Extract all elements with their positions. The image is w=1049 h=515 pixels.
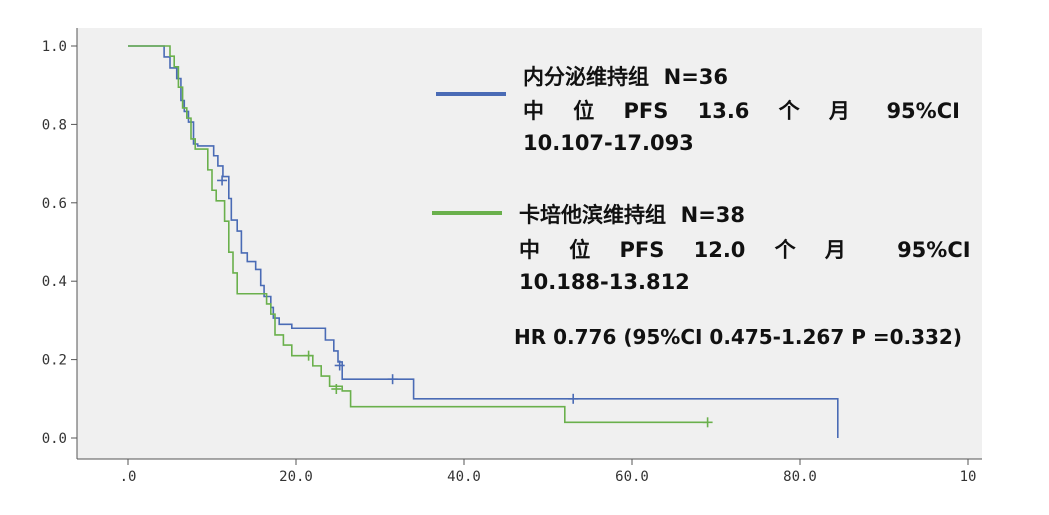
y-tick-label-5: 1.0 [42,39,67,55]
censor-mark-1-1 [217,175,228,186]
censor-mark-2-2 [331,384,342,394]
censor-mark-1-4 [568,393,579,404]
y-axis: 0.0 0.2 0.4 0.6 0.8 1.0 [42,28,78,459]
x-tick-label-0: .0 [120,469,137,485]
plot-background [77,28,982,459]
censor-mark-2-3 [702,417,713,428]
censor-mark-2-1 [303,350,314,361]
legend-2-line2: 中 位 PFS 12.0 个 月 95%CI [519,238,971,262]
y-tick-label-0: 0.0 [42,431,67,447]
x-tick-label-3: 60.0 [615,469,649,485]
legend-1-line3: 10.107-17.093 [523,131,694,155]
censor-mark-1-3 [387,374,398,385]
hr-annotation: HR 0.776 (95%CI 0.475-1.267 P =0.332) [514,325,962,349]
x-tick-label-2: 40.0 [447,469,481,485]
y-tick-label-3: 0.6 [42,196,67,212]
legend-2-line3: 10.188-13.812 [519,270,690,294]
y-tick-label-2: 0.4 [42,274,67,290]
legend-2-line1: 卡培他滨维持组 N=38 [519,203,746,227]
x-tick-label-4: 80.0 [783,469,817,485]
series-layer [128,45,839,438]
y-tick-label-4: 0.8 [42,117,67,133]
x-tick-label-5: 10 [960,469,977,485]
legend-1-line1: 内分泌维持组 N=36 [523,65,729,89]
censor-mark-1-2 [334,360,345,371]
legend-swatch-1 [436,92,506,96]
legend-1-line2: 中 位 PFS 13.6 个 月 95%CI [523,99,960,123]
series-line-2 [128,45,708,424]
y-tick-label-1: 0.2 [42,353,67,369]
x-axis: .0 20.0 40.0 60.0 80.0 10 [77,458,982,485]
x-tick-label-1: 20.0 [279,469,313,485]
legend-swatch-2 [432,211,502,215]
series-line-1 [128,45,839,438]
